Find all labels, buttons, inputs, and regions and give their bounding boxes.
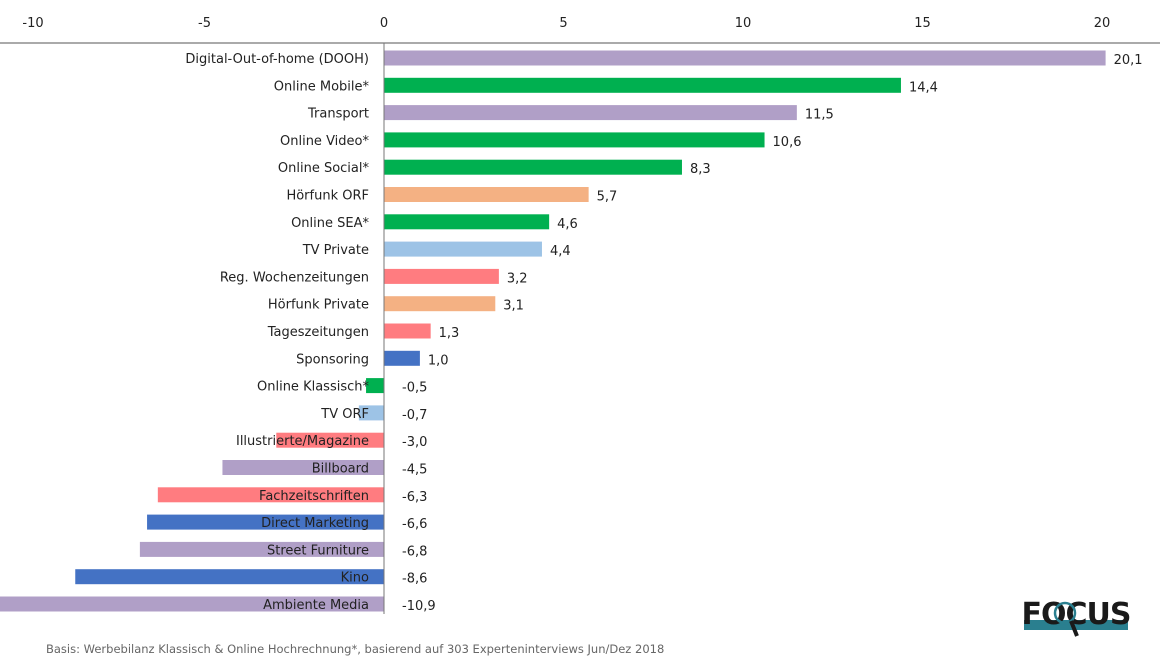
category-label: Online Mobile* bbox=[274, 79, 370, 94]
value-label: 3,2 bbox=[507, 271, 528, 286]
value-label: -4,5 bbox=[402, 463, 427, 478]
category-label: Hörfunk ORF bbox=[286, 189, 369, 204]
value-label: 3,1 bbox=[503, 299, 524, 314]
footnote: Basis: Werbebilanz Klassisch & Online Ho… bbox=[46, 642, 665, 656]
category-label: Tageszeitungen bbox=[267, 325, 369, 340]
bars-group bbox=[0, 50, 1106, 612]
category-label: Online SEA* bbox=[291, 216, 369, 231]
logo-text: FOCUS bbox=[1022, 597, 1130, 632]
value-label: 4,4 bbox=[550, 244, 571, 259]
bar bbox=[75, 569, 384, 585]
value-label: 1,0 bbox=[428, 353, 449, 368]
focus-logo: FOCUS bbox=[1022, 597, 1131, 637]
category-label: Direct Marketing bbox=[261, 516, 369, 531]
bar bbox=[384, 105, 797, 121]
value-labels: 20,1 14,4 11,510,6 8,3 5,7 4,6 4,4 3,2 3,1 1,3 1,0… bbox=[402, 53, 1143, 614]
bar bbox=[276, 432, 384, 448]
x-tick-label: -10 bbox=[22, 16, 43, 31]
category-label: Sponsoring bbox=[296, 352, 369, 367]
x-tick-label: 15 bbox=[914, 16, 931, 31]
bar bbox=[384, 241, 542, 257]
value-label: -6,8 bbox=[402, 544, 427, 559]
value-label: -6,6 bbox=[402, 517, 427, 532]
category-label: TV ORF bbox=[320, 407, 369, 422]
value-label: 14,4 bbox=[909, 80, 938, 95]
x-tick-label: -5 bbox=[198, 16, 211, 31]
bar bbox=[384, 268, 499, 284]
bar bbox=[0, 596, 384, 612]
category-label: Street Furniture bbox=[267, 543, 369, 558]
category-label: Online Video* bbox=[280, 134, 369, 149]
bar bbox=[157, 487, 384, 503]
value-label: 8,3 bbox=[690, 162, 711, 177]
bar bbox=[147, 514, 384, 530]
value-label: -0,5 bbox=[402, 381, 427, 396]
value-label: -8,6 bbox=[402, 572, 427, 587]
bar bbox=[384, 214, 550, 230]
value-label: -6,3 bbox=[402, 490, 427, 505]
value-label: -10,9 bbox=[402, 599, 436, 614]
x-axis-tick-labels: -10 -5 0 5 10 15 20 bbox=[22, 16, 1110, 31]
category-label: Kino bbox=[341, 571, 369, 586]
bar bbox=[384, 77, 901, 93]
logo-o-ring bbox=[1053, 601, 1077, 625]
bar bbox=[384, 187, 589, 202]
value-label: 1,3 bbox=[439, 326, 460, 341]
x-tick-label: 5 bbox=[559, 16, 567, 31]
category-label: Online Klassisch* bbox=[257, 380, 369, 395]
value-label: 11,5 bbox=[805, 108, 834, 123]
bar bbox=[358, 405, 384, 421]
bar bbox=[384, 296, 496, 312]
value-label: -0,7 bbox=[402, 408, 427, 423]
logo-accent-bar bbox=[1024, 620, 1128, 630]
x-tick-label: 20 bbox=[1094, 16, 1111, 31]
bar bbox=[384, 350, 420, 366]
bar bbox=[384, 323, 431, 339]
category-label: Online Social* bbox=[278, 161, 370, 176]
category-label: Hörfunk Private bbox=[268, 298, 369, 313]
category-label: Illustrierte/Magazine bbox=[236, 434, 369, 449]
value-label: 5,7 bbox=[597, 190, 618, 205]
value-label: 4,6 bbox=[557, 217, 578, 232]
x-tick-label: 10 bbox=[735, 16, 752, 31]
category-label: Billboard bbox=[312, 462, 369, 477]
bar bbox=[384, 50, 1106, 66]
value-label: 20,1 bbox=[1114, 53, 1143, 68]
bar bbox=[139, 541, 384, 557]
bar bbox=[366, 378, 384, 394]
value-label: 10,6 bbox=[773, 135, 802, 150]
bar bbox=[384, 132, 765, 148]
x-tick-label: 0 bbox=[380, 16, 388, 31]
category-label: Ambiente Media bbox=[263, 598, 369, 613]
category-label: Digital-Out-of-home (DOOH) bbox=[185, 52, 369, 67]
value-label: -3,0 bbox=[402, 435, 427, 450]
bar bbox=[384, 159, 682, 175]
category-labels: Digital-Out-of-home (DOOH) Online Mobile*… bbox=[185, 52, 369, 613]
logo-o-tail bbox=[1069, 620, 1079, 637]
bar bbox=[222, 460, 384, 475]
category-label: TV Private bbox=[302, 243, 369, 258]
category-label: Fachzeitschriften bbox=[259, 489, 369, 504]
category-label: Reg. Wochenzeitungen bbox=[220, 270, 369, 285]
category-label: Transport bbox=[307, 107, 369, 122]
